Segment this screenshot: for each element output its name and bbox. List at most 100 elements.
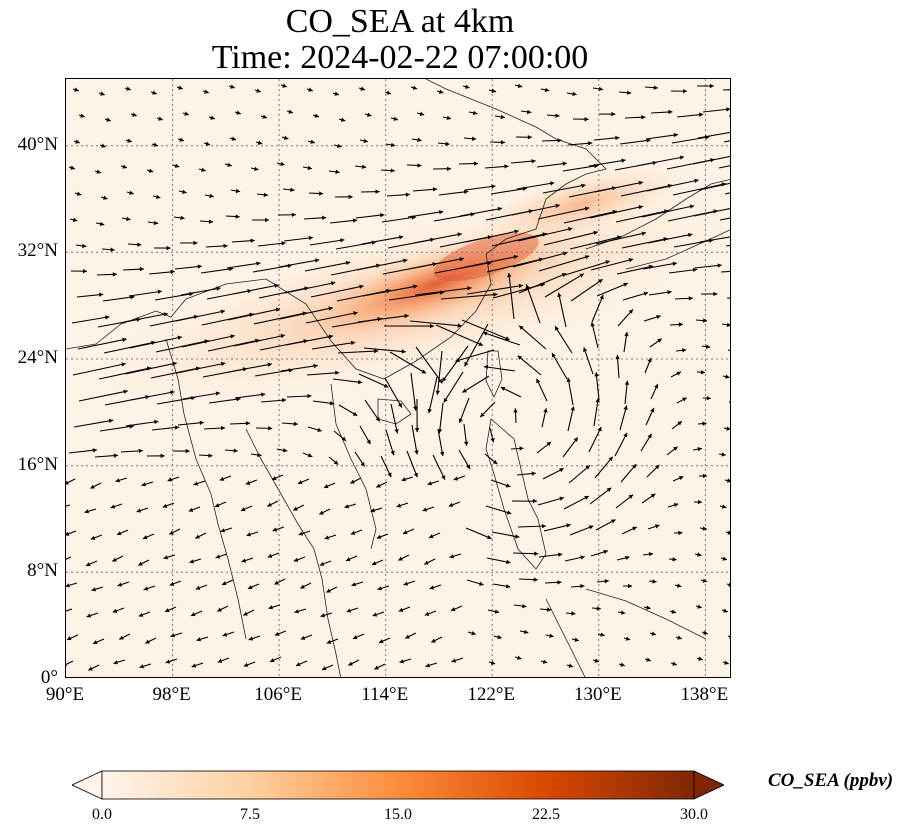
wind-arrow-head bbox=[396, 503, 402, 508]
wind-arrow-head bbox=[70, 165, 75, 170]
wind-arrow-head bbox=[549, 633, 554, 638]
wind-arrow-head bbox=[90, 484, 95, 489]
wind-arrow bbox=[590, 258, 634, 271]
wind-arrow bbox=[464, 185, 496, 191]
wind-arrow-head bbox=[267, 502, 272, 507]
concentration-field bbox=[95, 161, 730, 404]
wind-arrow bbox=[640, 156, 685, 166]
wind-arrow bbox=[284, 281, 336, 294]
wind-arrow bbox=[485, 505, 512, 515]
lat-tick-40: 40°N bbox=[17, 133, 58, 155]
wind-arrow-head bbox=[425, 663, 430, 668]
wind-arrow bbox=[279, 307, 333, 320]
wind-arrow-head bbox=[427, 481, 432, 486]
wind-arrow bbox=[543, 524, 571, 532]
wind-arrow-head bbox=[319, 191, 324, 196]
wind-arrow-head bbox=[190, 612, 196, 617]
wind-arrow bbox=[719, 217, 730, 221]
wind-arrow bbox=[483, 365, 516, 372]
wind-arrow-head bbox=[672, 661, 677, 666]
wind-arrow-head bbox=[598, 86, 604, 92]
wind-arrow bbox=[455, 349, 495, 362]
lon-tick-138: 138°E bbox=[680, 684, 729, 705]
colorbar bbox=[72, 770, 724, 800]
wind-arrow-head bbox=[208, 219, 213, 224]
wind-arrow-head bbox=[490, 660, 496, 665]
wind-arrow bbox=[280, 364, 318, 372]
wind-arrow bbox=[544, 273, 585, 298]
wind-arrow-head bbox=[513, 254, 518, 260]
wind-arrow-head bbox=[486, 535, 492, 540]
wind-arrow-head bbox=[621, 158, 626, 163]
wind-arrow-head bbox=[361, 164, 367, 170]
wind-arrow-head bbox=[677, 635, 682, 640]
wind-arrow bbox=[562, 164, 599, 172]
wind-arrow bbox=[543, 231, 598, 246]
wind-arrow bbox=[512, 252, 568, 268]
wind-arrow-head bbox=[321, 666, 327, 671]
wind-arrow-head bbox=[531, 471, 536, 476]
wind-arrow-head bbox=[525, 284, 530, 289]
wind-arrow-head bbox=[518, 283, 523, 289]
wind-arrow-head bbox=[729, 636, 730, 639]
wind-arrow-head bbox=[386, 90, 392, 95]
wind-arrow-head bbox=[319, 510, 324, 515]
colorbar-tick-30: 30.0 bbox=[680, 806, 708, 823]
wind-arrow bbox=[591, 294, 604, 323]
lat-tick-16: 16°N bbox=[17, 453, 58, 475]
wind-arrow bbox=[672, 183, 726, 196]
wind-arrow-head bbox=[697, 446, 702, 452]
wind-arrow-head bbox=[598, 279, 603, 284]
wind-arrow-head bbox=[204, 89, 209, 94]
wind-arrow-head bbox=[174, 425, 180, 430]
wind-arrow-head bbox=[435, 390, 440, 395]
wind-arrow bbox=[438, 190, 469, 196]
wind-arrow-head bbox=[544, 87, 550, 93]
wind-arrow-head bbox=[240, 507, 246, 512]
wind-arrow-head bbox=[443, 397, 448, 403]
wind-arrow bbox=[174, 265, 202, 270]
wind-arrow bbox=[536, 378, 548, 402]
wind-arrow-head bbox=[648, 552, 654, 557]
wind-arrow-head bbox=[110, 504, 116, 509]
wind-arrow-head bbox=[123, 389, 128, 394]
wind-arrow-head bbox=[333, 460, 339, 465]
wind-arrow bbox=[466, 284, 524, 295]
wind-arrow bbox=[594, 181, 644, 193]
wind-arrow bbox=[66, 504, 71, 507]
wind-arrow bbox=[594, 456, 614, 479]
wind-arrow-head bbox=[646, 657, 651, 662]
wind-arrow bbox=[588, 159, 626, 167]
map-time: Time: 2024-02-22 07:00:00 bbox=[211, 39, 589, 76]
wind-arrow-head bbox=[148, 168, 154, 173]
wind-arrow-head bbox=[267, 362, 272, 367]
wind-arrow-head bbox=[290, 187, 295, 192]
wind-arrow-head bbox=[230, 84, 235, 89]
wind-arrow bbox=[517, 525, 547, 528]
wind-arrow-head bbox=[139, 664, 144, 669]
wind-arrow bbox=[728, 401, 730, 403]
wind-arrow-head bbox=[566, 523, 571, 528]
wind-arrow-head bbox=[352, 411, 358, 416]
wind-arrow-head bbox=[248, 636, 254, 641]
wind-arrow-head bbox=[657, 338, 662, 343]
wind-arrow-head bbox=[106, 117, 111, 122]
wind-arrow bbox=[362, 285, 418, 297]
wind-arrow-head bbox=[722, 556, 727, 561]
wind-arrow-head bbox=[555, 113, 560, 118]
colorbar-tick-22.5: 22.5 bbox=[532, 806, 560, 823]
wind-arrow bbox=[596, 282, 629, 297]
wind-arrow-head bbox=[500, 114, 505, 120]
wind-arrow-head bbox=[673, 446, 678, 451]
wind-arrow-head bbox=[588, 525, 594, 530]
wind-arrow-head bbox=[698, 656, 703, 661]
wind-arrow-head bbox=[324, 535, 330, 540]
wind-arrow-head bbox=[262, 114, 267, 119]
wind-arrow bbox=[384, 377, 403, 408]
wind-arrow bbox=[66, 608, 73, 612]
wind-arrow-head bbox=[113, 660, 118, 665]
wind-arrow-head bbox=[706, 395, 711, 401]
wind-arrow-head bbox=[581, 183, 586, 188]
wind-arrow-head bbox=[264, 217, 269, 223]
wind-arrow-head bbox=[189, 559, 194, 564]
